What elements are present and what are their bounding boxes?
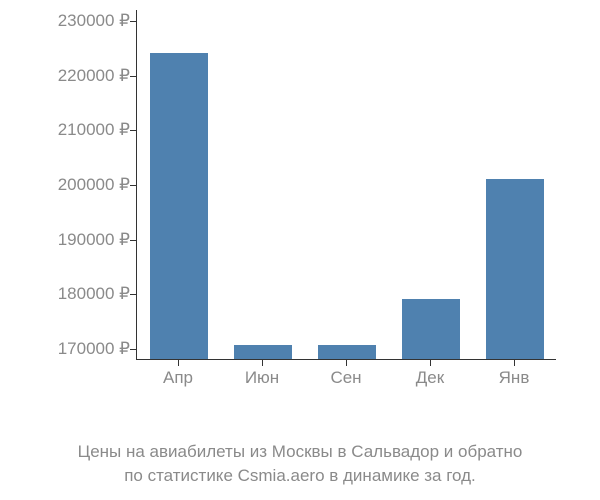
x-tick-label: Апр xyxy=(163,368,193,388)
y-tick-label: 170000 ₽ xyxy=(58,339,130,359)
y-axis: 170000 ₽ 180000 ₽ 190000 ₽ 200000 ₽ 210000 ₽… xyxy=(20,10,130,360)
x-tick-label: Дек xyxy=(416,368,444,388)
y-tick-label: 200000 ₽ xyxy=(58,175,130,195)
x-tick-mark xyxy=(262,360,263,366)
x-axis-labels: Апр Июн Сен Дек Янв xyxy=(136,368,556,398)
x-tick-mark xyxy=(514,360,515,366)
y-tick-label: 220000 ₽ xyxy=(58,66,130,86)
y-tick-label: 180000 ₽ xyxy=(58,284,130,304)
y-tick-label: 210000 ₽ xyxy=(58,120,130,140)
y-tick-label: 190000 ₽ xyxy=(58,230,130,250)
bar xyxy=(150,53,209,359)
x-tick-mark xyxy=(346,360,347,366)
x-tick-mark xyxy=(178,360,179,366)
x-tick-mark xyxy=(430,360,431,366)
caption-line-1: Цены на авиабилеты из Москвы в Сальвадор… xyxy=(0,440,600,464)
x-tick-label: Сен xyxy=(330,368,361,388)
bar xyxy=(402,299,461,359)
chart-caption: Цены на авиабилеты из Москвы в Сальвадор… xyxy=(0,440,600,488)
y-tick-label: 230000 ₽ xyxy=(58,11,130,31)
bar xyxy=(318,345,377,359)
x-tick-label: Янв xyxy=(499,368,530,388)
x-tick-label: Июн xyxy=(245,368,279,388)
bar xyxy=(234,345,293,359)
caption-line-2: по статистике Csmia.aero в динамике за г… xyxy=(0,464,600,488)
plot-area xyxy=(136,10,556,360)
chart-container: 170000 ₽ 180000 ₽ 190000 ₽ 200000 ₽ 210000 ₽… xyxy=(20,10,580,430)
bar xyxy=(486,179,545,359)
